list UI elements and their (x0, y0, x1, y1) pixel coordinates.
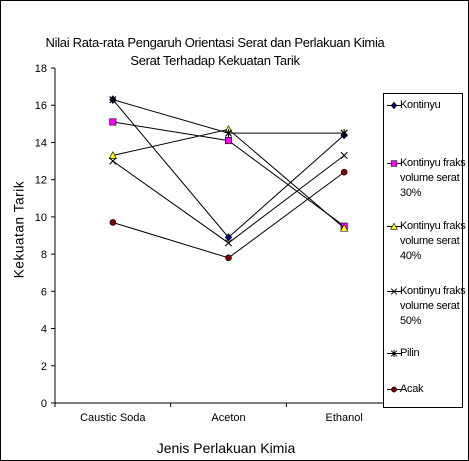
data-point (224, 239, 233, 247)
chart-subtitle: Serat Terhadap Kekuatan Tarik (130, 53, 300, 68)
legend-marker (390, 160, 398, 167)
data-point (224, 233, 233, 242)
legend-label: Pilin (400, 347, 420, 359)
legend: Kontinyu Kontinyu fraks volume serat 30% K… (383, 93, 466, 408)
legend-marker (390, 288, 398, 295)
data-point (109, 157, 117, 165)
x-tick-label: Ethanol (326, 412, 363, 424)
series-line-3 (112, 128, 345, 229)
x-axis-label: Jenis Perlakuan Kimia (156, 440, 296, 456)
series-line-1 (112, 99, 345, 239)
data-point (339, 223, 349, 232)
legend-symbol (387, 288, 401, 295)
legend-label: Kontinyu fraks volume serat 30% (400, 157, 466, 199)
legend-symbol (387, 101, 401, 110)
series-line-4 (112, 155, 345, 244)
y-tick-label: 8 (41, 249, 47, 261)
data-point (340, 151, 348, 160)
legend-symbol (387, 349, 401, 358)
data-point (108, 151, 118, 159)
legend-label: Kontinyu (400, 99, 441, 111)
y-tick-label: 6 (41, 286, 47, 298)
legend-label: Kontinyu fraks volume serat 40% (400, 220, 466, 262)
chart-title: Nilai Rata-rata Pengaruh Orientasi Serat… (45, 35, 385, 50)
data-point (109, 118, 117, 126)
y-tick-label: 2 (41, 361, 47, 373)
data-point (340, 168, 348, 176)
data-point (225, 137, 233, 145)
legend-symbol (387, 222, 401, 230)
legend-symbol (387, 386, 401, 393)
x-tick-label: Aceton (211, 412, 245, 424)
y-tick-label: 12 (35, 175, 47, 187)
x-tick-label: Caustic Soda (80, 412, 146, 424)
legend-marker (390, 349, 398, 358)
data-point (225, 254, 232, 262)
legend-marker (391, 386, 397, 393)
legend-marker (390, 222, 398, 230)
legend-marker (390, 101, 398, 110)
data-point (109, 95, 117, 104)
y-tick-label: 10 (35, 212, 47, 224)
legend-label: Acak (400, 383, 424, 395)
legend-symbol (387, 160, 401, 167)
legend-label: Kontinyu fraks volume serat 50% (400, 285, 466, 327)
data-point (109, 219, 117, 226)
data-point (224, 129, 233, 138)
y-tick-label: 16 (35, 100, 47, 112)
y-tick-label: 14 (35, 137, 47, 149)
data-point (340, 129, 348, 138)
y-tick-label: 18 (35, 63, 47, 75)
y-tick-label: 0 (41, 398, 47, 410)
y-tick-label: 4 (41, 324, 47, 336)
